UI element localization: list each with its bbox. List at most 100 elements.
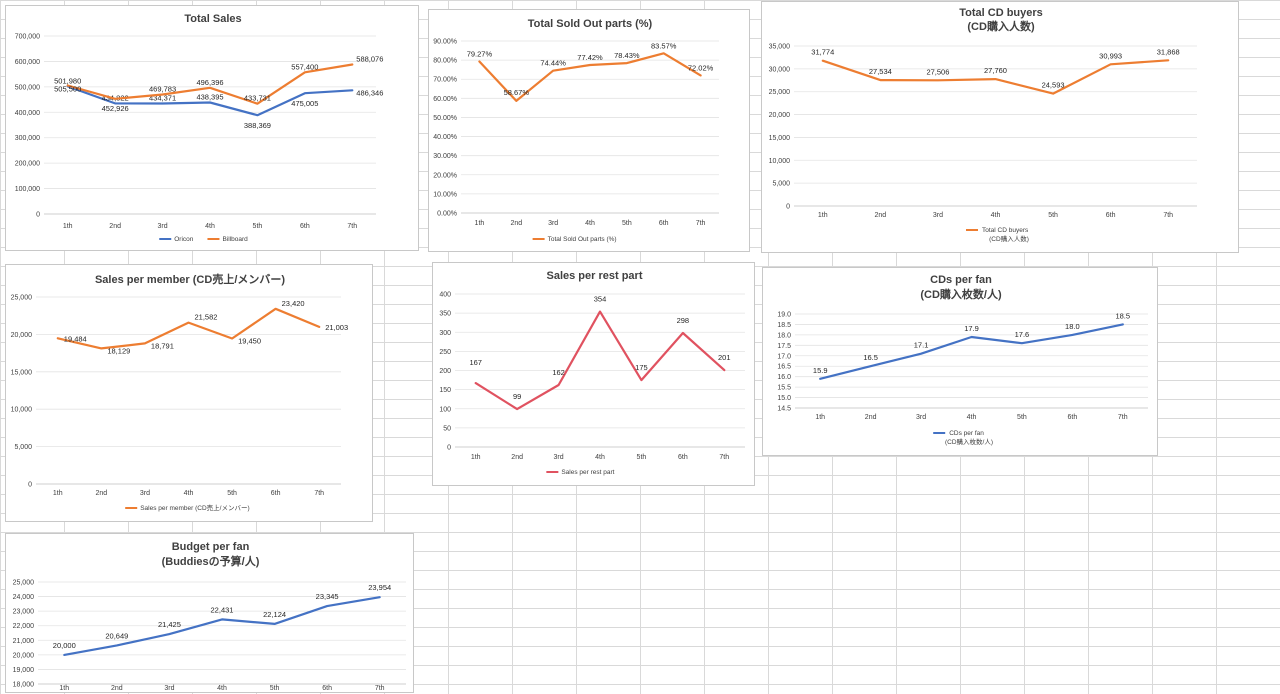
data-point[interactable] <box>869 365 872 368</box>
y-tick-label: 700,000 <box>15 34 40 41</box>
data-point[interactable] <box>640 378 643 381</box>
x-tick-label: 1th <box>63 223 73 230</box>
data-point[interactable] <box>114 97 117 100</box>
series-line[interactable] <box>66 63 354 105</box>
chart-total-sold-out-parts[interactable]: Total Sold Out parts (%) 0.00% 10.00% 20.00… <box>428 9 750 252</box>
legend-label: Oricon <box>174 236 194 243</box>
series-line[interactable] <box>821 59 1170 95</box>
data-point[interactable] <box>326 605 329 608</box>
data-point[interactable] <box>552 69 555 72</box>
legend-label: (CD購入枚数/人) <box>945 437 993 446</box>
data-point[interactable] <box>351 89 354 92</box>
data-label: 58.67% <box>504 88 530 97</box>
chart-title: (CD購入人数) <box>967 19 1035 33</box>
x-tick-label: 5th <box>1048 212 1058 219</box>
data-point[interactable] <box>588 63 591 66</box>
data-point[interactable] <box>63 653 66 656</box>
x-tick-label: 5th <box>622 220 632 227</box>
chart-total-cd-buyers[interactable]: Total CD buyers (CD購入人数) 0 5,000 10,000 15,00… <box>761 1 1239 253</box>
y-tick-label: 100 <box>439 406 451 413</box>
x-tick-label: 6th <box>322 685 332 692</box>
data-point[interactable] <box>919 352 922 355</box>
y-tick-label: 23,000 <box>13 609 35 616</box>
series-line[interactable] <box>66 85 354 117</box>
data-point[interactable] <box>256 114 259 117</box>
data-point[interactable] <box>515 99 518 102</box>
series-line[interactable] <box>63 596 381 657</box>
data-label: 162 <box>552 368 565 377</box>
y-tick-label: 0 <box>786 204 790 211</box>
data-point[interactable] <box>318 325 321 328</box>
data-point[interactable] <box>351 63 354 66</box>
data-point[interactable] <box>230 337 233 340</box>
x-tick-label: 6th <box>271 490 281 497</box>
x-tick-label: 6th <box>678 454 688 461</box>
data-point[interactable] <box>115 644 118 647</box>
data-point[interactable] <box>879 79 882 82</box>
x-tick-label: 5th <box>253 223 263 230</box>
data-point[interactable] <box>994 77 997 80</box>
chart-sales-per-member[interactable]: Sales per member (CD売上/メンバー) 0 5,000 10,000… <box>5 264 373 522</box>
series-line[interactable] <box>474 310 726 411</box>
data-point[interactable] <box>699 74 702 77</box>
data-label: 21,582 <box>195 313 218 322</box>
data-label: 354 <box>594 295 607 304</box>
chart-title: Total Sales <box>184 13 241 25</box>
chart-budget-per-fan[interactable]: Budget per fan (Buddiesの予算/人) 18,000 19,000… <box>5 533 414 693</box>
x-tick-label: 4th <box>585 220 595 227</box>
data-point[interactable] <box>187 321 190 324</box>
x-tick-label: 7th <box>1118 414 1128 421</box>
data-label: 27,506 <box>926 67 949 76</box>
data-point[interactable] <box>56 337 59 340</box>
x-tick-label: 5th <box>637 454 647 461</box>
y-tick-label: 16.5 <box>777 364 791 371</box>
data-point[interactable] <box>936 79 939 82</box>
data-point[interactable] <box>662 52 665 55</box>
data-point[interactable] <box>723 369 726 372</box>
data-point[interactable] <box>557 383 560 386</box>
data-point[interactable] <box>1020 342 1023 345</box>
data-point[interactable] <box>681 331 684 334</box>
data-point[interactable] <box>821 59 824 62</box>
data-point[interactable] <box>1109 63 1112 66</box>
series-line[interactable] <box>478 52 702 103</box>
data-point[interactable] <box>378 596 381 599</box>
data-point[interactable] <box>474 382 477 385</box>
data-label: 167 <box>469 358 482 367</box>
data-point[interactable] <box>1051 92 1054 95</box>
data-point[interactable] <box>625 62 628 65</box>
y-tick-label: 400 <box>439 292 451 299</box>
data-label: 16.5 <box>863 353 878 362</box>
y-tick-label: 21,000 <box>13 638 35 645</box>
data-point[interactable] <box>1071 333 1074 336</box>
chart-total-sales[interactable]: Total Sales 0 100,000 200,000 300,000 400,000… <box>5 5 419 251</box>
data-point[interactable] <box>1121 323 1124 326</box>
data-label: 434,371 <box>149 94 176 103</box>
chart-sales-per-rest-part[interactable]: Sales per rest part 0 50 100 150 200 250 300 350… <box>432 262 755 486</box>
x-tick-label: 2nd <box>96 490 108 497</box>
data-label: 201 <box>718 353 731 362</box>
chart-cds-per-fan[interactable]: CDs per fan (CD購入枚数/人) 14.5 15.0 15.5 16.0 16.… <box>762 267 1158 456</box>
data-label: 23,345 <box>316 592 339 601</box>
data-point[interactable] <box>970 335 973 338</box>
data-point[interactable] <box>598 310 601 313</box>
data-point[interactable] <box>1167 59 1170 62</box>
data-point[interactable] <box>478 60 481 63</box>
y-tick-label: 16.0 <box>777 374 791 381</box>
data-point[interactable] <box>516 408 519 411</box>
chart-title: (CD購入枚数/人) <box>920 287 1002 301</box>
data-point[interactable] <box>273 622 276 625</box>
data-point[interactable] <box>143 342 146 345</box>
series-line[interactable] <box>56 307 321 350</box>
data-point[interactable] <box>100 347 103 350</box>
data-point[interactable] <box>220 618 223 621</box>
x-tick-label: 2nd <box>109 223 121 230</box>
data-point[interactable] <box>274 307 277 310</box>
data-label: 438,395 <box>196 93 223 102</box>
legend-label: Total CD buyers <box>982 227 1029 234</box>
series-line[interactable] <box>819 323 1124 380</box>
data-point[interactable] <box>819 377 822 380</box>
x-tick-label: 1th <box>815 414 825 421</box>
data-point[interactable] <box>303 92 306 95</box>
data-point[interactable] <box>168 632 171 635</box>
